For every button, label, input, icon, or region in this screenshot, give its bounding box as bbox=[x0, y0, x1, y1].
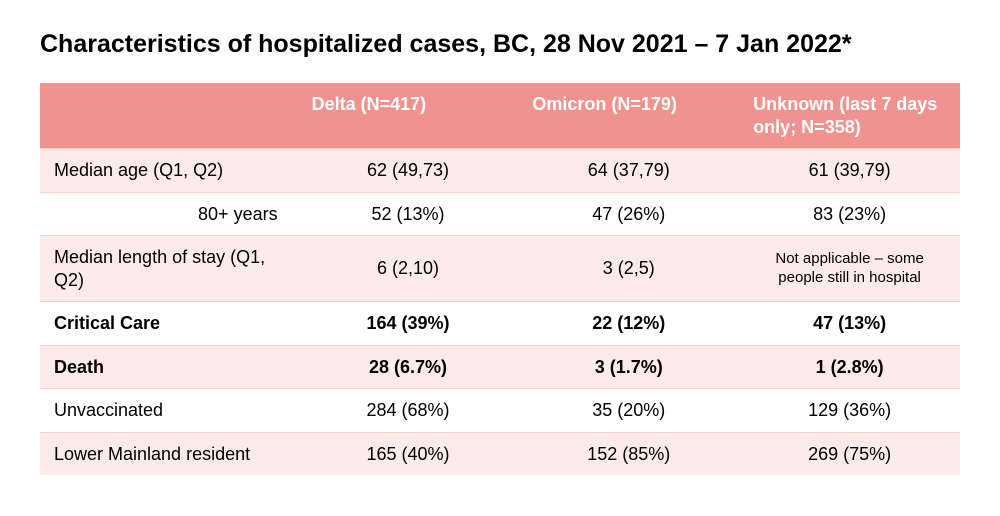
table-cell: 47 (26%) bbox=[518, 192, 739, 236]
table-cell: 129 (36%) bbox=[739, 389, 960, 433]
characteristics-table: Delta (N=417)Omicron (N=179)Unknown (las… bbox=[40, 83, 960, 475]
table-cell: 52 (13%) bbox=[298, 192, 519, 236]
table-row: Unvaccinated284 (68%)35 (20%)129 (36%) bbox=[40, 389, 960, 433]
table-row: Critical Care164 (39%)22 (12%)47 (13%) bbox=[40, 302, 960, 346]
table-row: Lower Mainland resident165 (40%)152 (85%… bbox=[40, 432, 960, 475]
row-label: Lower Mainland resident bbox=[40, 432, 298, 475]
table-cell: 28 (6.7%) bbox=[298, 345, 519, 389]
table-row: 80+ years52 (13%)47 (26%)83 (23%) bbox=[40, 192, 960, 236]
table-cell: Not applicable – some people still in ho… bbox=[739, 236, 960, 302]
table-header: Delta (N=417)Omicron (N=179)Unknown (las… bbox=[40, 83, 960, 149]
column-header: Delta (N=417) bbox=[298, 83, 519, 149]
table-body: Median age (Q1, Q2)62 (49,73)64 (37,79)6… bbox=[40, 149, 960, 476]
row-label: Unvaccinated bbox=[40, 389, 298, 433]
table-cell: 22 (12%) bbox=[518, 302, 739, 346]
table-cell: 1 (2.8%) bbox=[739, 345, 960, 389]
table-cell: 152 (85%) bbox=[518, 432, 739, 475]
row-label: Median length of stay (Q1, Q2) bbox=[40, 236, 298, 302]
row-label: Death bbox=[40, 345, 298, 389]
table-row: Median age (Q1, Q2)62 (49,73)64 (37,79)6… bbox=[40, 149, 960, 193]
table-cell: 83 (23%) bbox=[739, 192, 960, 236]
table-cell: 35 (20%) bbox=[518, 389, 739, 433]
table-cell: 165 (40%) bbox=[298, 432, 519, 475]
table-row: Median length of stay (Q1, Q2)6 (2,10)3 … bbox=[40, 236, 960, 302]
table-cell: 269 (75%) bbox=[739, 432, 960, 475]
table-cell: 164 (39%) bbox=[298, 302, 519, 346]
row-label: Critical Care bbox=[40, 302, 298, 346]
column-header bbox=[40, 83, 298, 149]
page-title: Characteristics of hospitalized cases, B… bbox=[40, 30, 960, 59]
table-cell: 61 (39,79) bbox=[739, 149, 960, 193]
table-cell: 284 (68%) bbox=[298, 389, 519, 433]
column-header: Omicron (N=179) bbox=[518, 83, 739, 149]
row-label: 80+ years bbox=[40, 192, 298, 236]
table-cell: 3 (1.7%) bbox=[518, 345, 739, 389]
table-cell: 47 (13%) bbox=[739, 302, 960, 346]
table-cell: 6 (2,10) bbox=[298, 236, 519, 302]
table-row: Death28 (6.7%)3 (1.7%)1 (2.8%) bbox=[40, 345, 960, 389]
table-cell: 64 (37,79) bbox=[518, 149, 739, 193]
row-label: Median age (Q1, Q2) bbox=[40, 149, 298, 193]
column-header: Unknown (last 7 days only; N=358) bbox=[739, 83, 960, 149]
table-cell: 3 (2,5) bbox=[518, 236, 739, 302]
table-cell: 62 (49,73) bbox=[298, 149, 519, 193]
